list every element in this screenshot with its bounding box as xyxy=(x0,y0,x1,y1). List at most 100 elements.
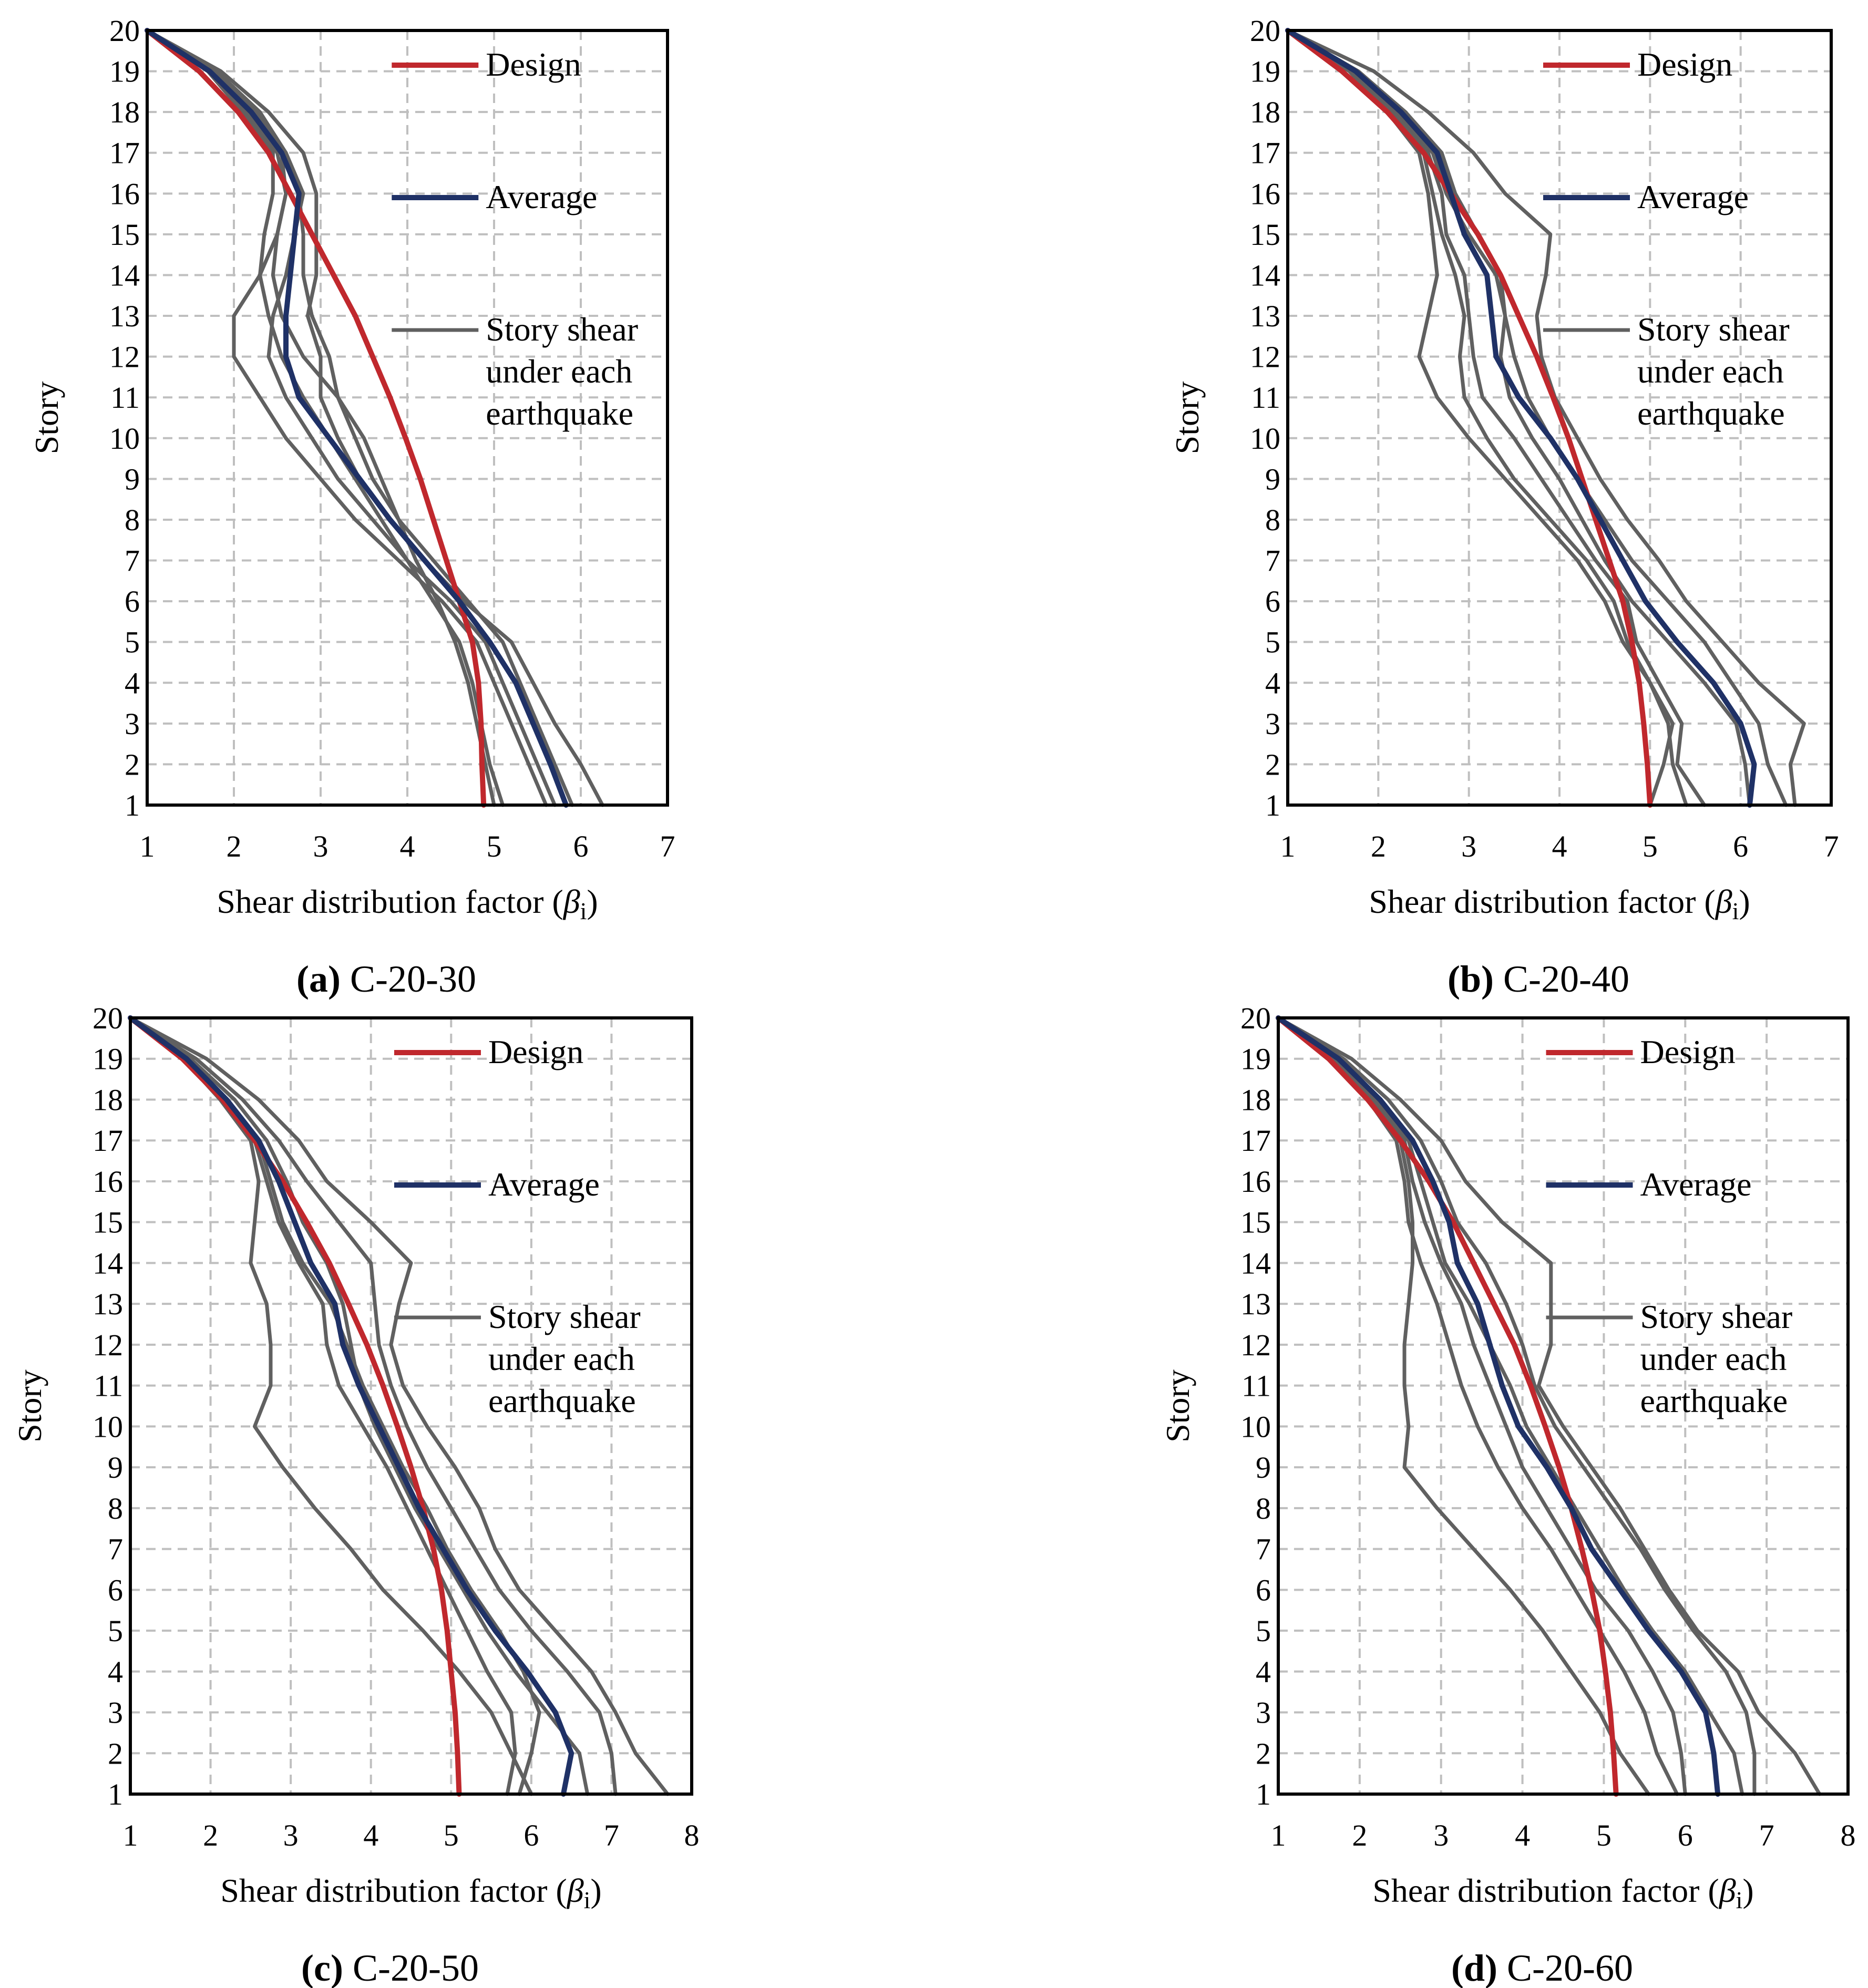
average-line xyxy=(1285,28,1757,808)
y-tick-label: 13 xyxy=(109,299,140,333)
caption-space xyxy=(1494,958,1503,1000)
y-tick-label: 16 xyxy=(1240,1165,1271,1199)
plot-frame xyxy=(1277,1016,1850,1796)
x-axis-title-close: ) xyxy=(587,883,598,920)
y-tick-label: 13 xyxy=(1240,1287,1271,1321)
y-tick-label: 1 xyxy=(1256,1777,1271,1811)
y-tick-label: 16 xyxy=(93,1165,123,1199)
legend-design-label: Design xyxy=(1637,46,1732,83)
grid-lines xyxy=(1288,30,1831,805)
y-tick-label: 17 xyxy=(109,136,140,170)
y-tick-label: 11 xyxy=(94,1369,123,1403)
x-tick-label: 5 xyxy=(444,1818,459,1852)
x-tick-label: 1 xyxy=(1271,1818,1286,1852)
story-shear-line-6 xyxy=(1276,1016,1651,1796)
x-tick-labels: 1 2 3 4 5 6 7 xyxy=(1280,829,1839,863)
plot-frame xyxy=(146,29,669,807)
plot-frame xyxy=(1286,29,1833,807)
y-tick-label: 17 xyxy=(1240,1124,1271,1158)
y-tick-label: 6 xyxy=(1256,1573,1271,1607)
y-tick-label: 19 xyxy=(1240,1042,1271,1076)
legend-story-label-line3: earthquake xyxy=(488,1382,636,1419)
x-tick-label: 3 xyxy=(1461,829,1476,863)
x-axis-title-beta: β xyxy=(1718,1872,1736,1909)
caption-letter: (b) xyxy=(1448,958,1494,1000)
caption-letter: (c) xyxy=(301,1947,343,1988)
y-tick-label: 3 xyxy=(1265,707,1280,741)
x-axis-title-subscript: i xyxy=(1732,898,1739,924)
story-shear-line-4 xyxy=(145,28,548,807)
y-tick-label: 20 xyxy=(109,14,140,48)
y-tick-label: 11 xyxy=(1241,1369,1271,1403)
y-tick-label: 18 xyxy=(1250,95,1280,129)
x-tick-label: 1 xyxy=(1280,829,1296,863)
story-shear-line-1 xyxy=(1286,28,1806,807)
panel-caption: (c) C-20-50 xyxy=(301,1947,479,1988)
legend-design-label: Design xyxy=(488,1033,583,1070)
x-axis-title-close: ) xyxy=(590,1872,601,1909)
x-tick-label: 5 xyxy=(1643,829,1658,863)
x-tick-label: 4 xyxy=(363,1818,378,1852)
y-tick-label: 2 xyxy=(125,747,140,781)
y-tick-label: 10 xyxy=(109,421,140,456)
story-shear-line-2 xyxy=(1276,1016,1757,1796)
y-tick-label: 19 xyxy=(109,55,140,89)
y-tick-label: 5 xyxy=(1256,1614,1271,1648)
y-tick-label: 17 xyxy=(1250,136,1280,170)
x-tick-label: 7 xyxy=(604,1818,619,1852)
x-axis-title-text: Shear distribution factor ( xyxy=(220,1872,567,1909)
story-shear-line-6 xyxy=(128,1016,533,1796)
x-tick-label: 5 xyxy=(1596,1818,1612,1852)
x-axis-title-close: ) xyxy=(1739,883,1750,920)
caption-letter: (d) xyxy=(1451,1947,1497,1988)
x-tick-label: 3 xyxy=(283,1818,299,1852)
x-tick-label: 6 xyxy=(573,829,589,863)
y-tick-label: 6 xyxy=(1265,584,1280,619)
y-tick-label: 11 xyxy=(1251,380,1280,415)
x-tick-label: 7 xyxy=(1759,1818,1774,1852)
y-tick-label: 3 xyxy=(1256,1696,1271,1730)
y-tick-label: 11 xyxy=(110,380,140,415)
story-shear-line-3 xyxy=(145,28,557,807)
y-tick-label: 7 xyxy=(108,1532,123,1567)
y-tick-label: 17 xyxy=(93,1124,123,1158)
caption-name: C-20-50 xyxy=(353,1947,479,1988)
plot-frame xyxy=(129,1016,693,1796)
caption-space xyxy=(343,1947,353,1988)
x-axis-title-text: Shear distribution factor ( xyxy=(1372,1872,1719,1909)
legend-average-label: Average xyxy=(1640,1166,1751,1203)
y-tick-label: 3 xyxy=(108,1696,123,1730)
y-tick-label: 9 xyxy=(1256,1450,1271,1485)
legend-story-label-line1: Story shear xyxy=(486,311,638,348)
story-shear-line-2 xyxy=(1286,28,1788,807)
x-axis-title-subscript: i xyxy=(1736,1887,1743,1913)
legend-story-label-line3: earthquake xyxy=(486,395,633,432)
y-tick-label: 12 xyxy=(1240,1328,1271,1362)
y-tick-label: 10 xyxy=(1250,421,1280,456)
caption-name: C-20-40 xyxy=(1503,958,1629,1000)
legend-story-label-line1: Story shear xyxy=(488,1298,641,1335)
x-tick-labels: 1 2 3 4 5 6 7 8 xyxy=(1271,1818,1856,1852)
y-tick-label: 9 xyxy=(1265,462,1280,496)
x-tick-label: 1 xyxy=(123,1818,138,1852)
average-line xyxy=(128,1015,574,1797)
y-tick-label: 12 xyxy=(109,340,140,374)
x-tick-label: 2 xyxy=(203,1818,218,1852)
series-lines xyxy=(145,28,604,808)
legend-story-label-line2: under each xyxy=(1640,1340,1787,1377)
y-tick-label: 16 xyxy=(1250,177,1280,211)
y-tick-label: 19 xyxy=(93,1042,123,1076)
x-tick-labels: 1 2 3 4 5 6 7 xyxy=(140,829,675,863)
x-axis-title-subscript: i xyxy=(580,898,587,924)
y-tick-label: 6 xyxy=(108,1573,123,1607)
y-axis-title: Story xyxy=(1159,1369,1196,1443)
y-tick-label: 5 xyxy=(125,625,140,660)
y-tick-label: 2 xyxy=(1256,1736,1271,1770)
legend-story-label-line1: Story shear xyxy=(1637,311,1790,348)
story-shear-line-1 xyxy=(145,28,604,807)
x-tick-label: 5 xyxy=(487,829,502,863)
